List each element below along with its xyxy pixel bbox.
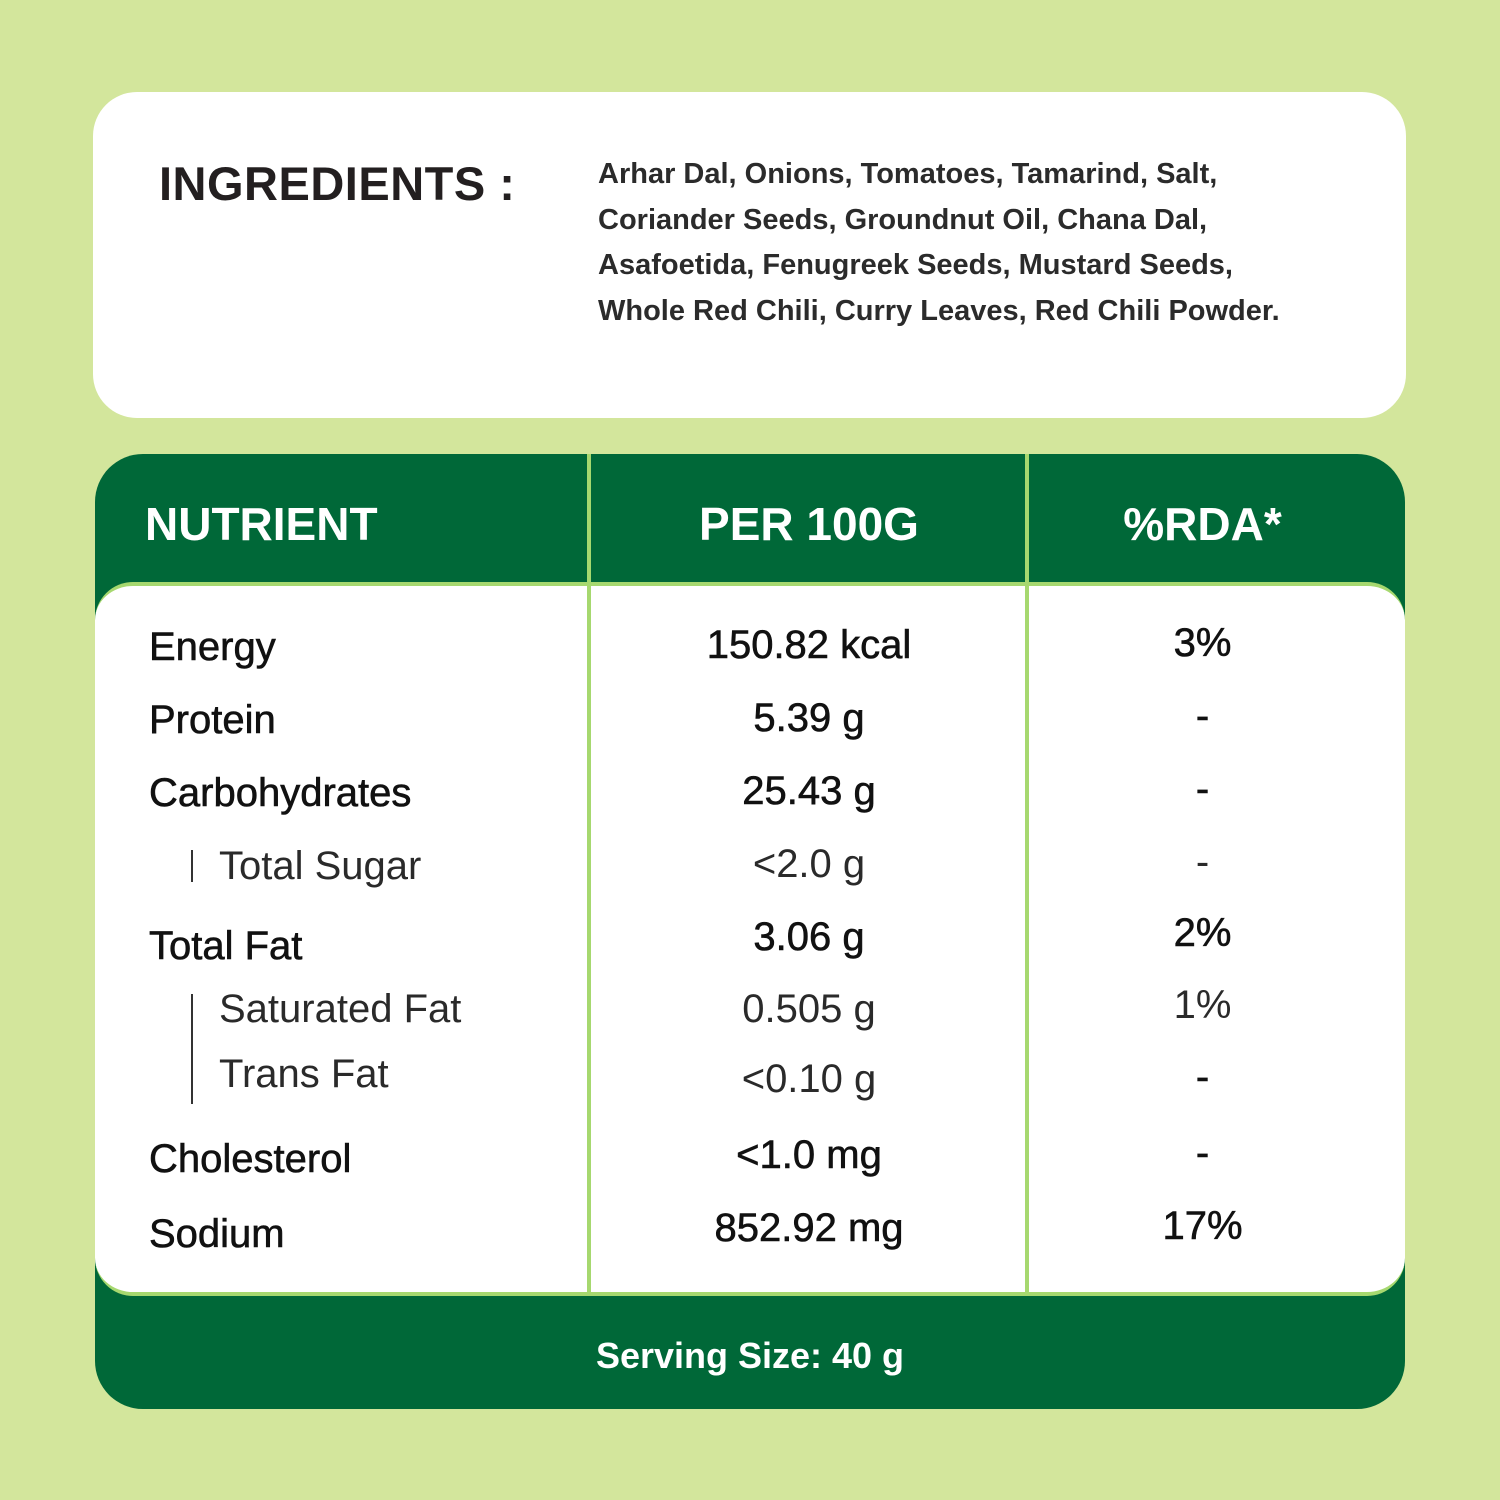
row-name: Cholesterol: [149, 1137, 352, 1182]
row-name: Protein: [149, 698, 276, 743]
row-name: Carbohydrates: [149, 771, 412, 816]
table-body: Energy 150.82 kcal 3% Protein 5.39 g - C…: [95, 582, 1405, 1296]
ingredients-line: Coriander Seeds, Groundnut Oil, Chana Da…: [598, 203, 1208, 236]
row-name: Sodium: [149, 1212, 285, 1257]
row-value: 0.505 g: [742, 987, 876, 1031]
row-rda: -: [1195, 767, 1210, 812]
nutrition-table: NUTRIENT PER 100G %RDA* Energy 150.82 kc…: [95, 454, 1405, 1409]
row-value: 3.06 g: [753, 915, 865, 960]
row-rda: -: [1195, 840, 1210, 884]
row-value: <0.10 g: [741, 1057, 877, 1101]
ingredients-line: Arhar Dal, Onions, Tomatoes, Tamarind, S…: [598, 158, 1218, 190]
ingredients-line: Asafoetida, Fenugreek Seeds, Mustard See…: [598, 249, 1233, 281]
row-name: Energy: [149, 625, 276, 670]
header-nutrient: NUTRIENT: [145, 498, 378, 550]
row-name: Total Fat: [149, 924, 303, 969]
row-name: Saturated Fat: [219, 987, 462, 1031]
ingredients-title: INGREDIENTS :: [159, 157, 516, 210]
row-value: <1.0 mg: [736, 1133, 882, 1178]
row-value: 5.39 g: [753, 696, 865, 741]
ingredients-line: Whole Red Chili, Curry Leaves, Red Chili…: [598, 294, 1280, 327]
row-rda: -: [1195, 1131, 1210, 1176]
header-per-100g: PER 100G: [699, 498, 919, 550]
row-rda: 2%: [1173, 911, 1232, 956]
row-value: <2.0 g: [752, 842, 866, 886]
sub-item-bar: [191, 994, 193, 1104]
row-rda: 3%: [1173, 621, 1232, 666]
row-name: Trans Fat: [219, 1052, 389, 1096]
row-rda: -: [1195, 694, 1210, 739]
row-value: 150.82 kcal: [706, 623, 912, 668]
row-rda: -: [1195, 1055, 1210, 1100]
ingredients-list: Arhar Dal, Onions, Tomatoes, Tamarind, S…: [598, 152, 1358, 334]
serving-size: Serving Size: 40 g: [595, 1335, 905, 1376]
row-rda: 17%: [1162, 1204, 1243, 1249]
ingredients-card: INGREDIENTS : Arhar Dal, Onions, Tomatoe…: [93, 92, 1406, 418]
row-value: 25.43 g: [742, 769, 876, 814]
row-name: Total Sugar: [219, 844, 422, 888]
column-divider: [587, 454, 591, 1296]
sub-item-bar: [191, 850, 193, 882]
column-divider: [1025, 454, 1029, 1296]
row-rda: 1%: [1173, 983, 1232, 1027]
header-rda: %RDA*: [1123, 498, 1282, 550]
row-value: 852.92 mg: [714, 1206, 904, 1251]
